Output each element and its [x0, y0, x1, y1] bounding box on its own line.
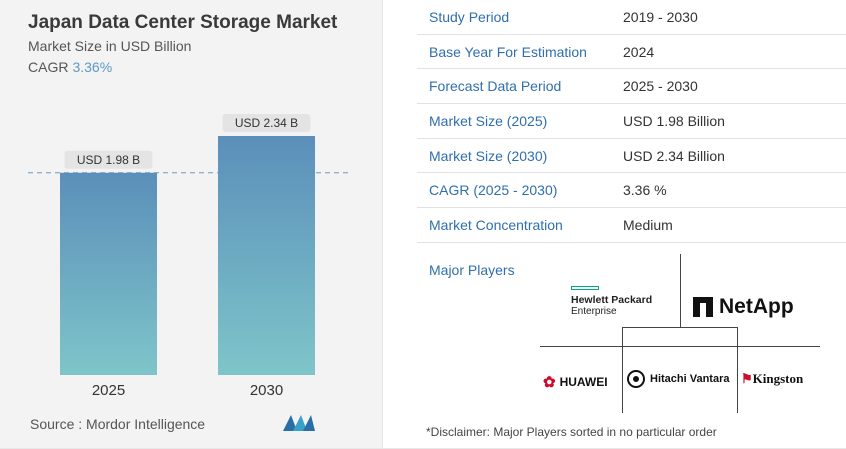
data-label: USD 2.34 B: [235, 116, 298, 130]
huawei-name: HUAWEI: [559, 375, 608, 389]
kingston-logo: ⚑Kingston: [741, 371, 803, 387]
hpe-logo: Hewlett Packard Enterprise: [571, 286, 652, 317]
hpe-logo-icon: [571, 286, 599, 290]
row-label: Base Year For Estimation: [429, 43, 587, 60]
cagr-value: 3.36%: [72, 59, 113, 75]
row-value: 3.36 %: [623, 182, 667, 199]
players-divider: [622, 327, 623, 413]
netapp-name: NetApp: [719, 295, 794, 318]
x-tick-label: 2030: [250, 382, 283, 399]
kingston-name: Kingston: [752, 371, 804, 386]
row-label: Forecast Data Period: [429, 78, 562, 95]
row-value: Medium: [623, 216, 673, 233]
huawei-logo: ✿ HUAWEI: [543, 373, 608, 391]
row-value: USD 1.98 Billion: [623, 112, 725, 129]
players-divider: [540, 346, 820, 347]
row-label: Market Size (2030): [429, 147, 548, 164]
source-text: Source : Mordor Intelligence: [30, 416, 206, 432]
row-value: 2024: [623, 43, 655, 60]
hitachi-logo: Hitachi Vantara: [627, 370, 729, 388]
chart-title: Japan Data Center Storage Market: [28, 12, 338, 33]
table-row: CAGR (2025 - 2030) 3.36 %: [417, 173, 846, 209]
major-players-label: Major Players: [429, 262, 515, 278]
hpe-name-line2: Enterprise: [571, 306, 617, 317]
hitachi-name: Hitachi Vantara: [650, 373, 730, 385]
table-row: Base Year For Estimation 2024: [417, 35, 846, 70]
disclaimer-text: *Disclaimer: Major Players sorted in no …: [426, 425, 717, 439]
row-label: CAGR (2025 - 2030): [429, 182, 558, 199]
row-value: USD 2.34 Billion: [623, 147, 725, 164]
hpe-name: Hewlett Packard: [571, 294, 653, 306]
market-summary-table: Study Period 2019 - 2030 Base Year For Est…: [417, 0, 846, 243]
row-label: Study Period: [429, 8, 510, 25]
row-label: Market Concentration: [429, 216, 563, 233]
huawei-flower-icon: ✿: [543, 374, 556, 391]
table-row: Study Period 2019 - 2030: [417, 0, 846, 35]
cagr-label: CAGR: [28, 59, 69, 75]
row-value: 2019 - 2030: [623, 8, 698, 25]
table-row: Market Concentration Medium: [417, 208, 846, 243]
cagr-line: CAGR 3.36%: [28, 59, 112, 75]
players-divider: [622, 327, 738, 328]
chart-subtitle: Market Size in USD Billion: [28, 38, 192, 54]
data-label-bg: [64, 150, 153, 169]
kingston-logo-icon: ⚑: [741, 371, 753, 386]
row-value: 2025 - 2030: [623, 78, 698, 95]
data-label: USD 1.98 B: [77, 153, 140, 167]
bar-2025: [60, 172, 157, 375]
netapp-logo-icon: [693, 297, 713, 317]
table-row: Market Size (2025) USD 1.98 Billion: [417, 104, 846, 139]
bar-chart: USD 1.98 B 2025 USD 2.34 B 2030: [28, 114, 348, 399]
data-label-bg: [222, 114, 311, 132]
players-divider: [680, 254, 681, 327]
x-tick-label: 2025: [92, 382, 125, 399]
table-row: Market Size (2030) USD 2.34 Billion: [417, 139, 846, 174]
chart-panel: Japan Data Center Storage Market Market …: [0, 0, 383, 449]
row-label: Market Size (2025): [429, 112, 548, 129]
bar-2030: [218, 136, 315, 375]
mordor-logo-icon: [283, 415, 315, 431]
hitachi-logo-icon: [627, 370, 645, 388]
netapp-logo: NetApp: [693, 295, 794, 319]
players-divider: [737, 327, 738, 413]
table-row: Forecast Data Period 2025 - 2030: [417, 69, 846, 105]
